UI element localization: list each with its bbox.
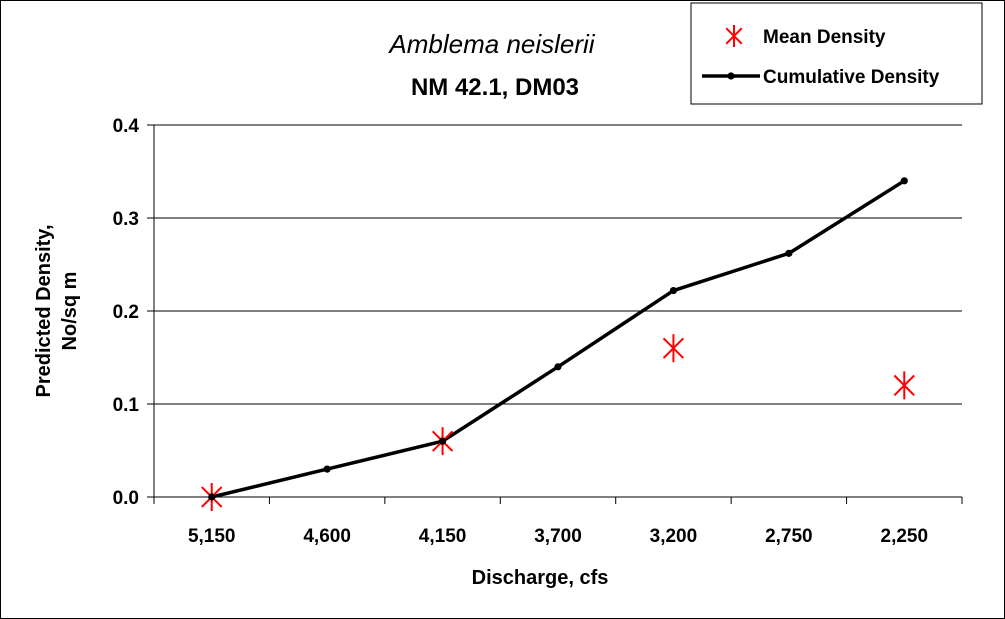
legend: Mean Density Cumulative Density xyxy=(690,2,983,105)
y-axis-label-line2: No/sq m xyxy=(59,272,81,351)
chart-subtitle: NM 42.1, DM03 xyxy=(411,74,579,101)
x-tick-label: 3,200 xyxy=(650,526,698,547)
legend-mean-density-marker xyxy=(725,25,743,47)
x-tick-label: 4,600 xyxy=(303,526,351,547)
y-tick-label: 0.0 xyxy=(113,488,139,509)
legend-asterisk xyxy=(725,25,743,47)
x-tick-label: 4,150 xyxy=(419,526,467,547)
cumulative-density-point xyxy=(208,493,216,501)
legend-cumulative-density-marker xyxy=(702,72,760,80)
cumulative-density-point xyxy=(785,249,793,257)
mean-density-point xyxy=(893,371,915,400)
y-tick-label: 0.3 xyxy=(113,209,139,230)
mean-density-point xyxy=(662,334,685,363)
cumulative-density-point xyxy=(323,465,331,473)
cumulative-density-line xyxy=(211,179,906,499)
cumulative-density-point xyxy=(669,286,678,295)
y-tick-label: 0.4 xyxy=(113,116,140,137)
x-tick-label: 5,150 xyxy=(188,526,236,547)
legend-mean-density-label: Mean Density xyxy=(763,27,886,48)
legend-dot xyxy=(727,72,735,80)
x-tick-label: 2,750 xyxy=(765,526,813,547)
y-axis-label-line1: Predicted Density, xyxy=(33,224,55,397)
y-tick-label: 0.2 xyxy=(113,302,139,323)
y-tick-label: 0.1 xyxy=(113,395,140,416)
x-tick-label: 2,250 xyxy=(881,526,929,547)
cumulative-density-point xyxy=(438,437,447,445)
cumulative-density-point xyxy=(554,363,562,371)
chart-title: Amblema neislerii xyxy=(387,29,595,59)
x-axis-label: Discharge, cfs xyxy=(472,567,609,589)
plot-area: 0.0 0.1 0.2 0.3 0.4 5,150 4,600 4,150 3,700 3,200… xyxy=(113,116,963,547)
x-tick-label: 3,700 xyxy=(534,526,582,547)
legend-box xyxy=(690,2,983,105)
legend-cumulative-density-label: Cumulative Density xyxy=(763,67,940,88)
cumulative-density-point xyxy=(900,177,908,185)
